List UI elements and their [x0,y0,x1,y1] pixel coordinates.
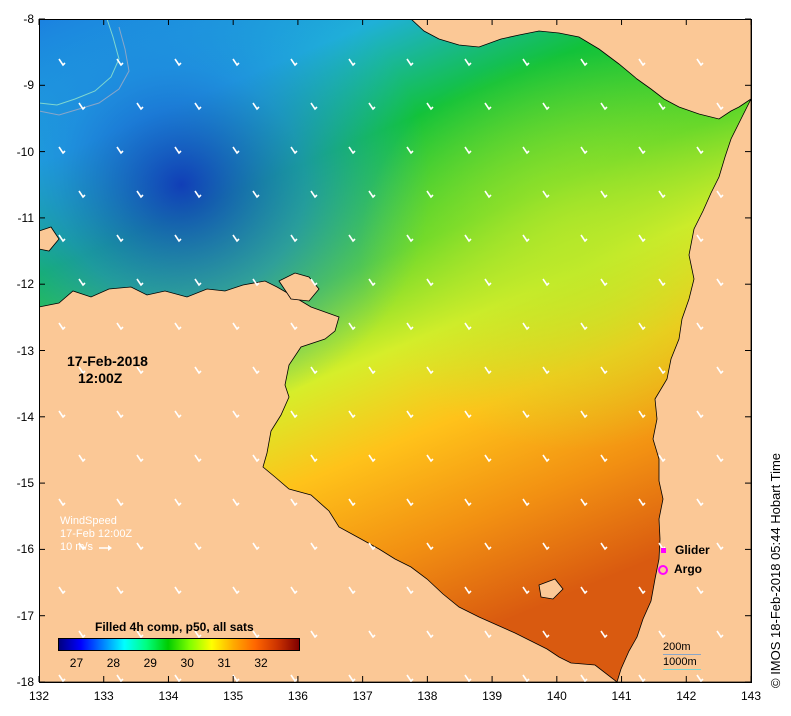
x-tick-label: 140 [546,689,567,703]
y-tick-label: -14 [16,409,34,424]
y-tick-label: -15 [16,476,34,491]
y-tick-label: -9 [23,78,34,93]
legend-argo-label: Argo [674,562,702,576]
y-tick-label: -17 [16,608,34,623]
map-plot-area [39,19,751,682]
legend-glider: Glider [658,541,710,560]
x-tick-label: 135 [223,689,244,703]
colorbar-tick-label: 31 [217,656,231,670]
x-tick-label: 139 [482,689,503,703]
x-tick-label: 143 [740,689,762,703]
colorbar-tick-label: 27 [69,656,84,670]
colorbar-title: Filled 4h comp, p50, all sats [95,620,254,634]
map-timestamp: 17-Feb-2018 12:00Z [67,353,148,387]
glider-marker-icon [661,548,666,553]
y-tick-label: -11 [17,210,34,225]
contour-200m-label: 200m [663,640,701,655]
x-tick-label: 134 [158,689,179,703]
colorbar-tick-label: 30 [180,656,194,670]
sst-map [39,19,751,682]
wind-legend: WindSpeed 17-Feb 12:00Z 10 m/s [60,515,132,554]
x-tick-label: 138 [417,689,438,703]
x-tick-label: 137 [352,689,373,703]
wind-arrow-icon [99,544,113,551]
contour-legend: 200m 1000m [663,640,701,670]
x-tick-label: 142 [676,689,697,703]
x-tick-label: 133 [93,689,114,703]
contour-1000m-label: 1000m [663,655,701,670]
timestamp-time: 12:00Z [78,370,123,386]
y-tick-label: -8 [23,12,34,26]
wind-legend-reference: 10 m/s [60,541,132,554]
x-tick-label: 136 [287,689,308,703]
colorbar-tick-label: 32 [254,656,268,670]
y-tick-label: -12 [16,277,34,292]
x-tick-label: 132 [28,689,50,703]
y-tick-label: -13 [16,343,34,358]
imos-credit: © IMOS 18-Feb-2018 05:44 Hobart Time [768,452,783,688]
legend-argo: Argo [658,560,710,579]
y-tick-label: -10 [16,144,34,159]
wind-reference-label: 10 m/s [60,541,94,553]
wind-legend-title: WindSpeed [60,515,117,527]
platform-legend: Glider Argo [658,541,710,579]
timestamp-date: 17-Feb-2018 [67,353,148,369]
x-tick-label: 141 [611,689,632,703]
colorbar-tick-label: 29 [143,656,157,670]
legend-glider-label: Glider [675,543,710,557]
sst-colorbar [58,638,300,651]
colorbar-tick-label: 28 [106,656,121,670]
y-tick-label: -18 [16,675,34,689]
wind-legend-time: 17-Feb 12:00Z [60,528,133,540]
argo-marker-icon [658,564,668,575]
y-tick-label: -16 [16,542,34,557]
